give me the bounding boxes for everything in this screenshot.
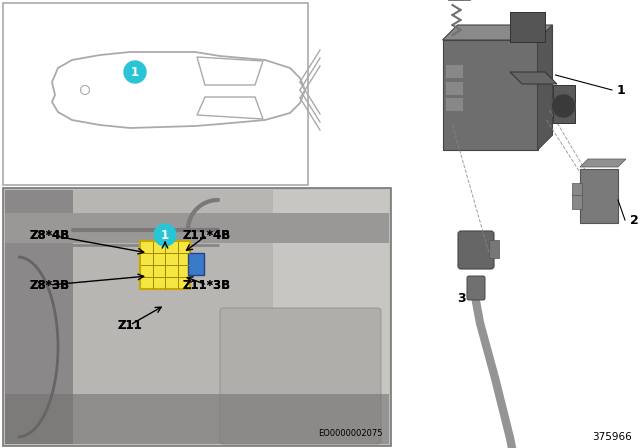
Polygon shape: [580, 159, 626, 167]
Circle shape: [124, 61, 146, 83]
FancyBboxPatch shape: [467, 276, 485, 300]
Bar: [395, 0, 640, 448]
Text: Z8*4B: Z8*4B: [29, 228, 70, 241]
FancyBboxPatch shape: [458, 231, 494, 269]
Text: 1: 1: [161, 228, 169, 241]
Bar: [445, 81, 463, 95]
Bar: [3, 3, 308, 185]
Bar: [572, 183, 582, 195]
Bar: [445, 64, 463, 78]
Polygon shape: [510, 72, 557, 84]
Text: Z11*3B: Z11*3B: [183, 279, 231, 292]
Bar: [552, 85, 575, 123]
FancyBboxPatch shape: [220, 308, 381, 444]
Bar: [489, 240, 499, 258]
Text: EO0000002075: EO0000002075: [319, 429, 383, 438]
Polygon shape: [538, 25, 552, 150]
Polygon shape: [442, 25, 552, 40]
Text: Z11: Z11: [118, 319, 142, 332]
Text: Z8*3B: Z8*3B: [29, 279, 70, 292]
Bar: [572, 193, 582, 209]
Bar: [3, 188, 391, 446]
Text: Z11*4B: Z11*4B: [183, 228, 231, 241]
Bar: [510, 12, 545, 42]
Bar: [273, 190, 389, 444]
Text: Z8*3B: Z8*3B: [29, 279, 70, 292]
Bar: [188, 253, 204, 275]
Text: Z11: Z11: [118, 319, 142, 332]
Text: 3: 3: [458, 292, 467, 305]
Bar: [5, 394, 389, 444]
Text: 1: 1: [617, 83, 626, 96]
Bar: [5, 190, 75, 444]
Text: Z8*4B: Z8*4B: [29, 228, 70, 241]
FancyBboxPatch shape: [140, 241, 190, 289]
Circle shape: [552, 94, 575, 118]
Bar: [5, 213, 389, 243]
Bar: [445, 97, 463, 111]
Circle shape: [154, 224, 176, 246]
Text: Z11*4B: Z11*4B: [183, 228, 231, 241]
Text: 1: 1: [131, 65, 139, 78]
FancyBboxPatch shape: [442, 40, 538, 150]
FancyBboxPatch shape: [580, 169, 618, 223]
Text: 375966: 375966: [592, 432, 632, 442]
Bar: [73, 190, 273, 444]
Text: Z11*3B: Z11*3B: [183, 279, 231, 292]
Text: 2: 2: [630, 214, 639, 227]
